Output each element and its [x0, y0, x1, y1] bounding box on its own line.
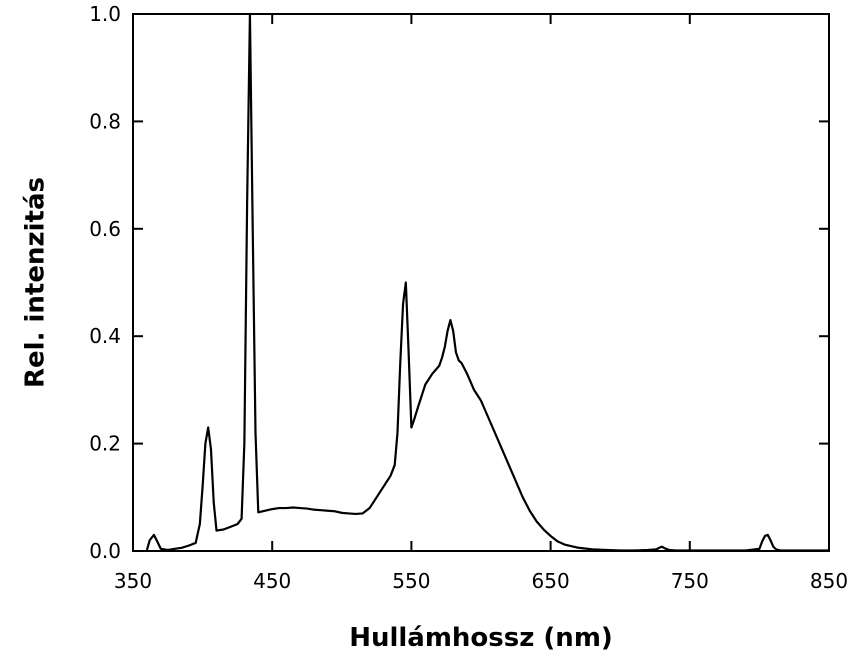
y-tick-label: 0.2: [89, 432, 121, 456]
x-tick-label: 450: [253, 569, 291, 593]
plot-frame: [132, 13, 830, 552]
tick-labels-group: 350 450 550 650 750 850 0.0 0.2 0.4 0.6 0.8 1.0: [89, 2, 848, 593]
y-tick-label: 0.8: [89, 109, 121, 133]
x-tick-label: 350: [114, 569, 152, 593]
y-tick-label: 0.6: [89, 217, 121, 241]
y-axis-title: Rel. intenzitás: [21, 177, 51, 388]
y-tick-label: 0.0: [89, 539, 121, 563]
ticks-group: [132, 13, 830, 552]
x-axis-title: Hullámhossz (nm): [349, 623, 613, 653]
x-tick-label: 750: [671, 569, 709, 593]
x-tick-label: 850: [810, 569, 848, 593]
x-tick-label: 650: [532, 569, 570, 593]
y-tick-label: 0.4: [89, 324, 121, 348]
x-tick-label: 550: [392, 569, 430, 593]
series-line: [145, 12, 829, 552]
y-tick-label: 1.0: [89, 2, 121, 26]
